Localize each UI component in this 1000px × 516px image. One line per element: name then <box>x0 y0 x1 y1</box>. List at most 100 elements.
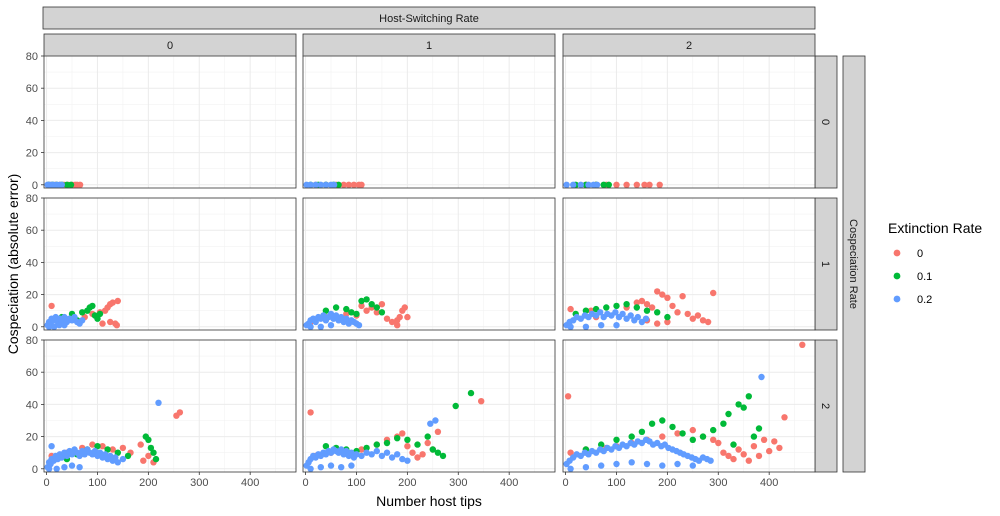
panel-background <box>303 198 555 330</box>
data-point <box>720 420 727 427</box>
data-point <box>689 426 696 434</box>
data-point <box>567 305 574 313</box>
panel-background <box>563 56 815 188</box>
data-point <box>67 181 75 188</box>
data-point <box>140 457 147 464</box>
data-point <box>396 313 403 321</box>
legend-label-0: 0 <box>917 248 923 260</box>
legend-key-1 <box>893 272 901 280</box>
data-point <box>394 435 401 442</box>
y-tick-label: 20 <box>26 148 38 160</box>
data-point <box>439 452 447 460</box>
data-point <box>322 443 330 450</box>
y-tick-label: 60 <box>26 225 38 237</box>
data-point <box>81 451 88 458</box>
data-point <box>378 309 386 316</box>
column-strip-label: 0 <box>167 40 173 52</box>
data-point <box>147 444 155 452</box>
data-point <box>467 389 475 397</box>
column-strip-label: 2 <box>686 40 692 52</box>
data-point <box>612 309 619 316</box>
panel-border <box>43 339 297 473</box>
data-point <box>109 299 116 306</box>
data-point <box>68 462 76 469</box>
data-point <box>684 310 691 318</box>
x-axis-title: Number host tips <box>376 493 482 509</box>
data-point <box>373 441 380 448</box>
data-point <box>176 409 184 416</box>
data-point <box>710 436 717 443</box>
data-point <box>348 462 355 469</box>
data-point <box>613 322 620 329</box>
x-tick-label: 100 <box>347 477 365 489</box>
data-point <box>307 323 314 330</box>
data-point <box>45 323 53 330</box>
data-point <box>155 399 162 406</box>
data-point <box>600 181 607 188</box>
data-point <box>740 451 747 458</box>
x-axis-ticks: 0 100 200 300 400 0 100 200 300 400 0 100 200 300 400 <box>43 472 778 489</box>
panel-row1-col2 <box>562 197 816 331</box>
data-point <box>124 452 132 460</box>
panel-border <box>562 197 816 331</box>
y-tick-label: 0 <box>32 464 38 476</box>
data-point <box>383 439 391 447</box>
data-point <box>343 310 350 318</box>
data-point <box>414 441 421 448</box>
data-point <box>76 452 83 460</box>
legend: Extinction Rate 0 0.1 0.2 <box>888 220 982 306</box>
data-point <box>740 404 747 411</box>
data-point <box>656 181 663 188</box>
y-tick-label: 80 <box>26 335 38 347</box>
data-point <box>394 451 401 458</box>
data-point <box>312 318 319 326</box>
data-point <box>598 322 605 329</box>
data-point <box>335 181 342 188</box>
data-point <box>597 309 604 316</box>
data-point <box>669 423 676 431</box>
data-point <box>94 315 101 322</box>
panel-row0-col2 <box>562 55 816 189</box>
panel-row2-col1 <box>302 339 556 473</box>
legend-label-2: 0.2 <box>917 294 932 306</box>
data-point <box>79 317 86 324</box>
data-point <box>585 181 592 188</box>
legend-key-2 <box>893 295 901 303</box>
data-point <box>750 433 758 440</box>
data-point <box>338 446 345 453</box>
data-point <box>598 462 605 469</box>
data-point <box>63 452 71 460</box>
data-point <box>89 302 96 310</box>
data-point <box>633 304 640 311</box>
data-point <box>96 310 104 318</box>
data-point <box>755 452 763 460</box>
data-point <box>58 181 65 188</box>
data-point <box>378 452 386 460</box>
data-point <box>776 444 783 452</box>
data-point <box>452 402 459 410</box>
data-point <box>710 289 717 297</box>
row-strip-label: 1 <box>819 261 831 267</box>
data-point <box>605 181 612 188</box>
x-tick-label: 200 <box>139 477 157 489</box>
data-point <box>358 181 365 188</box>
data-point <box>664 318 671 326</box>
legend-label-1: 0.1 <box>917 271 932 283</box>
data-point <box>307 465 314 472</box>
data-point <box>643 301 651 308</box>
data-point <box>771 438 778 445</box>
x-tick-label: 0 <box>562 477 568 489</box>
y-tick-label: 0 <box>32 180 38 192</box>
panel-row2-col0 <box>43 339 297 473</box>
data-point <box>137 441 144 448</box>
data-point <box>355 322 363 329</box>
data-point <box>401 304 408 311</box>
data-point <box>107 318 114 326</box>
column-strip-0: 0 <box>43 33 297 57</box>
data-point <box>654 320 661 327</box>
data-point <box>94 443 101 450</box>
data-point <box>478 398 485 405</box>
data-point <box>679 430 686 437</box>
data-point <box>76 181 84 188</box>
